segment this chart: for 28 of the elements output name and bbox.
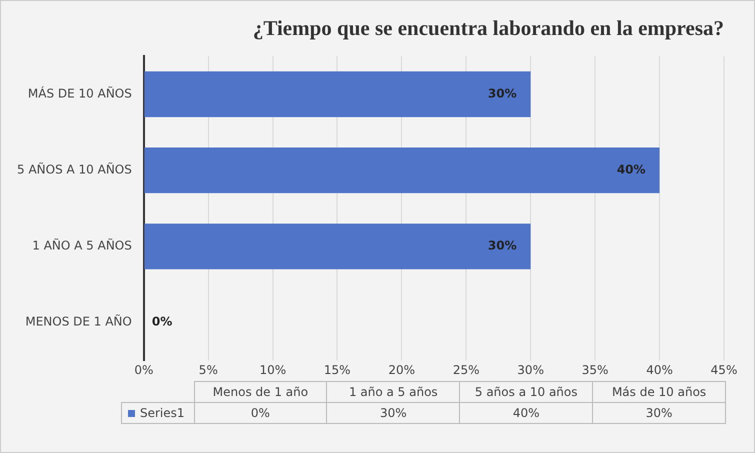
x-tick-label: 15% xyxy=(324,362,351,377)
x-tick-label: 10% xyxy=(259,362,286,377)
data-label: 40% xyxy=(616,162,646,176)
y-tick-label: MENOS DE 1 AÑO xyxy=(25,314,132,329)
legend-label: Series1 xyxy=(139,406,185,420)
text: 30% xyxy=(646,406,672,420)
text: 0% xyxy=(250,406,270,420)
data-label: 0% xyxy=(152,314,172,329)
x-tick-label: 30% xyxy=(517,362,544,377)
data-label: 30% xyxy=(488,86,517,100)
x-tick-label: 40% xyxy=(646,362,673,377)
text: 40% xyxy=(512,406,540,420)
y-tick-label: MÁS DE 10 AÑOS xyxy=(28,85,132,100)
x-tick-label: 35% xyxy=(582,362,608,377)
data-label: 30% xyxy=(488,238,517,253)
x-tick-label: 5% xyxy=(198,362,218,377)
x-tick-label: 25% xyxy=(452,362,480,377)
chart-title: ¿Tiempo que se encuentra laborando en la empresa? xyxy=(252,16,724,40)
x-tick-label: 0% xyxy=(134,362,154,377)
text: 30% xyxy=(380,406,407,420)
text: Más de 10 años xyxy=(592,382,726,402)
y-tick-label: 5 AÑOS A 10 AÑOS xyxy=(16,161,132,176)
x-tick-label: 45% xyxy=(710,362,738,377)
text: 1 año a 5 años xyxy=(326,382,460,402)
x-tick-label: 20% xyxy=(388,362,416,377)
text: Menos de 1 año xyxy=(194,382,327,402)
y-tick-label: 1 AÑO A 5 AÑOS xyxy=(32,238,132,253)
text: 5 años a 10 años xyxy=(460,382,593,402)
